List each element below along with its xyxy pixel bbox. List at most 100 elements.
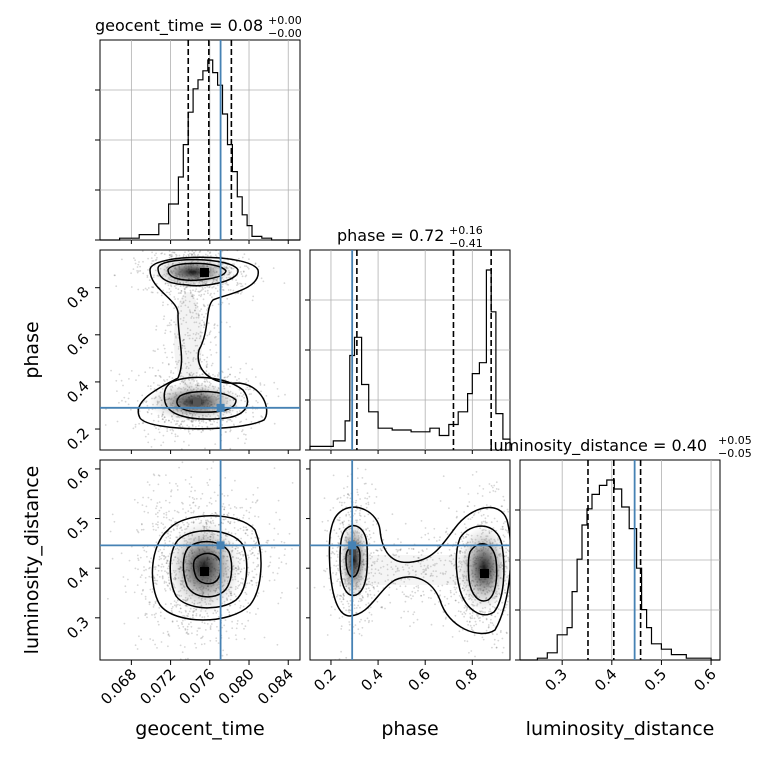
sample-point — [165, 247, 167, 249]
sample-point — [446, 542, 449, 545]
sample-point — [138, 261, 140, 263]
sample-point — [175, 604, 178, 607]
sample-point — [229, 373, 231, 376]
sample-point — [340, 530, 342, 533]
sample-point — [181, 623, 184, 626]
sample-point — [212, 286, 215, 288]
sample-point — [200, 308, 203, 311]
sample-point — [191, 250, 194, 253]
sample-point — [347, 493, 349, 496]
sample-point — [158, 475, 161, 477]
sample-point — [454, 582, 457, 585]
sample-point — [251, 584, 254, 586]
sample-point — [245, 274, 248, 277]
sample-point — [444, 559, 447, 562]
sample-point — [459, 610, 462, 613]
sample-point — [176, 527, 179, 530]
sample-point — [361, 477, 364, 479]
sample-point — [171, 356, 174, 359]
sample-point — [401, 591, 404, 593]
sample-point — [146, 481, 149, 483]
sample-point — [355, 509, 357, 512]
sample-point — [147, 287, 150, 289]
sample-point — [240, 392, 242, 395]
sample-point — [155, 250, 158, 251]
sample-point — [380, 606, 382, 609]
sample-point — [221, 248, 223, 250]
sample-point — [207, 247, 209, 249]
sample-point — [342, 598, 345, 600]
sample-point — [149, 588, 152, 591]
sample-point — [173, 604, 176, 607]
sample-point — [181, 347, 184, 349]
sample-point — [177, 288, 180, 291]
sample-point — [145, 401, 148, 404]
sample-point — [171, 351, 173, 354]
sample-point — [208, 381, 211, 384]
sample-point — [169, 330, 172, 333]
sample-point — [356, 488, 359, 491]
sample-point — [241, 430, 243, 433]
sample-point — [254, 515, 256, 518]
sample-point — [227, 368, 230, 371]
sample-point — [190, 490, 193, 493]
sample-point — [333, 564, 335, 567]
sample-point — [353, 604, 356, 606]
sample-point — [123, 622, 126, 625]
sample-point — [362, 596, 364, 599]
sample-point — [251, 580, 254, 582]
sample-point — [458, 630, 461, 633]
title-luminosity-distance-plus: +0.05 — [718, 434, 752, 447]
sample-point — [277, 395, 280, 398]
sample-point — [512, 580, 514, 582]
sample-point — [211, 513, 214, 515]
sample-point — [224, 619, 227, 621]
sample-point — [170, 255, 173, 258]
sample-point — [390, 566, 393, 568]
sample-point — [234, 603, 237, 606]
sample-point — [348, 513, 351, 516]
sample-point — [368, 580, 370, 583]
sample-point — [455, 516, 458, 519]
sample-point — [114, 274, 116, 277]
sample-point — [184, 304, 187, 307]
sample-point — [404, 522, 407, 525]
sample-point — [453, 552, 456, 555]
sample-point — [167, 633, 170, 635]
sample-point — [348, 629, 351, 631]
sample-point — [199, 627, 201, 630]
sample-point — [452, 558, 455, 560]
sample-point — [240, 271, 242, 273]
sample-point — [490, 484, 493, 487]
sample-point — [486, 508, 489, 511]
sample-point — [400, 541, 402, 544]
sample-point — [387, 579, 389, 581]
sample-point — [173, 529, 175, 532]
sample-point — [457, 610, 460, 612]
sample-point — [168, 510, 170, 513]
sample-point — [495, 646, 498, 649]
sample-point — [193, 498, 196, 500]
sample-point — [356, 477, 359, 479]
sample-point — [170, 530, 173, 533]
sample-point — [170, 319, 173, 322]
sample-point — [166, 630, 169, 633]
sample-point — [271, 546, 273, 549]
sample-point — [184, 362, 187, 365]
sample-point — [376, 523, 378, 525]
sample-point — [384, 580, 387, 582]
sample-point — [512, 589, 514, 591]
sample-point — [173, 600, 176, 602]
sample-point — [200, 497, 202, 500]
sample-point — [241, 622, 244, 625]
sample-point — [190, 371, 193, 374]
sample-point — [449, 589, 452, 592]
sample-point — [250, 553, 253, 555]
sample-point — [157, 623, 160, 626]
sample-point — [201, 354, 204, 356]
sample-point — [172, 528, 175, 531]
sample-point — [177, 292, 180, 294]
sample-point — [177, 361, 180, 364]
sample-point — [179, 425, 182, 428]
sample-point — [148, 561, 151, 564]
